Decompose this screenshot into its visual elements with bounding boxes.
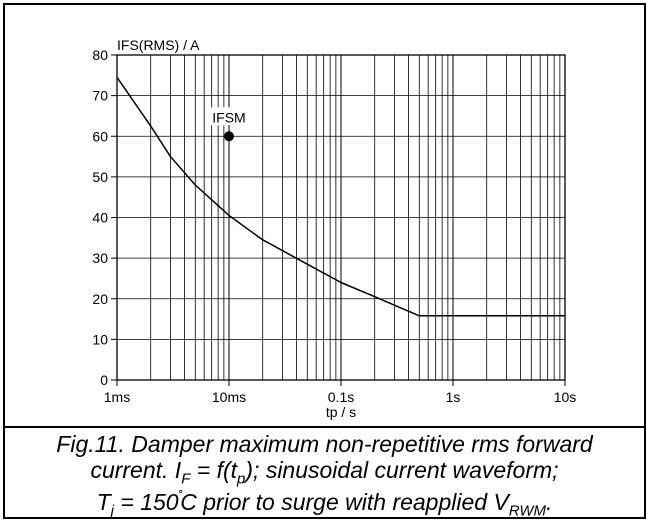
y-tick-label: 70 <box>92 88 108 104</box>
caption-line-1-text: Fig.11. Damper maximum non-repetitive rm… <box>56 431 593 457</box>
caption-text: C prior to surge with reapplied V <box>180 489 509 515</box>
y-tick-label: 60 <box>92 128 108 144</box>
y-tick-label: 10 <box>92 331 108 347</box>
caption-text: T <box>96 489 111 515</box>
x-tick-label: 10s <box>554 389 577 405</box>
horizontal-gridlines <box>117 95 565 340</box>
y-tick-label: 40 <box>92 210 108 226</box>
caption-line-3: Tj = 150˚C prior to surge with reapplied… <box>3 483 646 519</box>
x-tick-label: 1s <box>446 389 461 405</box>
caption-text: = 150 <box>113 489 179 515</box>
caption-text: = f(t <box>190 457 238 483</box>
caption-subscript: j <box>110 502 114 520</box>
y-tick-label: 30 <box>92 250 108 266</box>
caption-subscript: RWM <box>508 502 547 520</box>
x-axis-ticks: 1ms 10ms 0.1s 1s 10s <box>104 380 577 405</box>
y-tick-label: 0 <box>100 372 108 388</box>
marker-label: IFSM <box>212 109 245 125</box>
caption-subscript: p <box>237 470 246 488</box>
x-axis-title: tp / s <box>326 404 356 420</box>
caption-text: . <box>546 489 553 515</box>
figure-frame <box>3 3 646 519</box>
x-tick-label: 10ms <box>212 389 246 405</box>
y-axis-ticks: 0 10 20 30 40 50 60 70 80 <box>92 47 117 388</box>
caption-line-2: current. IF = f(tp); sinusoidal current … <box>3 457 646 487</box>
series-group <box>116 76 565 317</box>
caption-subscript: F <box>181 470 191 488</box>
x-tick-label: 0.1s <box>328 389 354 405</box>
marker-label-background <box>205 107 251 126</box>
x-tick-label: 1ms <box>104 389 130 405</box>
y-tick-label: 50 <box>92 169 108 185</box>
series-line <box>116 76 565 317</box>
y-tick-label: 80 <box>92 47 108 63</box>
figure-caption: Fig.11. Damper maximum non-repetitive rm… <box>3 426 646 519</box>
y-axis-title: IFS(RMS) / A <box>117 37 200 53</box>
marker-point <box>224 131 234 142</box>
caption-text: ); sinusoidal current waveform; <box>245 457 559 483</box>
y-tick-label: 20 <box>92 291 108 307</box>
degree-symbol: ˚ <box>177 488 183 504</box>
marker-group: IFSM <box>205 107 251 142</box>
caption-line-1: Fig.11. Damper maximum non-repetitive rm… <box>3 431 646 457</box>
caption-text: current. I <box>90 457 182 483</box>
